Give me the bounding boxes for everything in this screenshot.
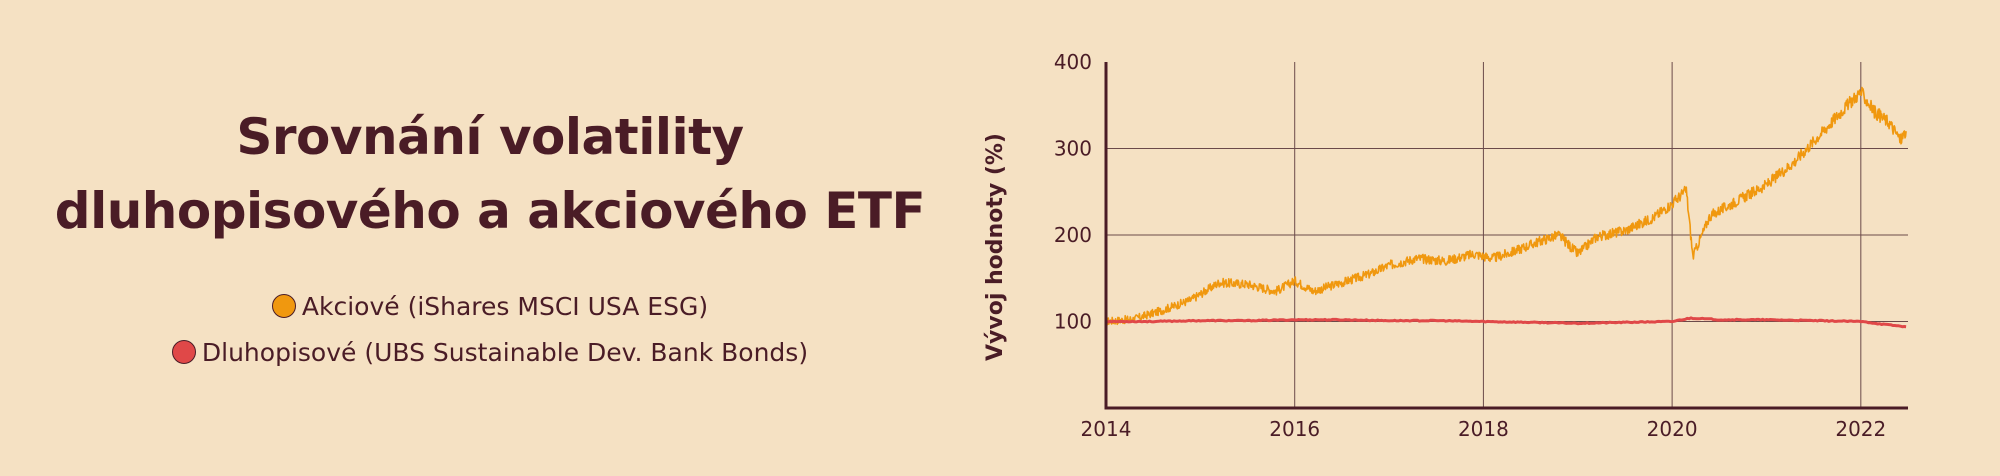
x-tick-label-2022: 2022 xyxy=(1835,417,1886,441)
grid-layer xyxy=(1106,62,1908,408)
chart-title-line-1: Srovnání volatility xyxy=(236,108,744,166)
label-layer: 2014 2016 2018 2020 2022 100 200 300 400 xyxy=(1054,50,1886,441)
y-tick-label-400: 400 xyxy=(1054,50,1092,74)
x-tick-label-2018: 2018 xyxy=(1458,417,1509,441)
axis-layer xyxy=(1104,62,1908,410)
legend-item-dluhopisove: Dluhopisové (UBS Sustainable Dev. Bank B… xyxy=(0,329,980,375)
x-tick-label-2020: 2020 xyxy=(1647,417,1698,441)
series-line-akciove xyxy=(1105,86,1907,326)
x-tick-label-2016: 2016 xyxy=(1269,417,1320,441)
legend-marker-dluhopisove xyxy=(171,340,196,364)
chart-title: Srovnání volatility dluhopisového a akci… xyxy=(0,100,980,248)
y-tick-label-200: 200 xyxy=(1054,223,1092,247)
legend-marker-akciove xyxy=(271,294,296,318)
legend-label-dluhopisove: Dluhopisové (UBS Sustainable Dev. Bank B… xyxy=(201,337,809,367)
chart-legend: Akciové (iShares MSCI USA ESG) Dluhopiso… xyxy=(0,283,980,375)
x-tick-label-2014: 2014 xyxy=(1081,417,1132,441)
chart-title-line-2: dluhopisového a akciového ETF xyxy=(54,182,926,240)
y-tick-label-300: 300 xyxy=(1054,137,1092,161)
y-axis-label: Vývoj hodnoty (%) xyxy=(983,133,1008,361)
y-tick-label-100: 100 xyxy=(1054,310,1092,334)
series-layer xyxy=(1105,86,1907,329)
legend-label-akciove: Akciové (iShares MSCI USA ESG) xyxy=(301,291,709,321)
line-chart: 2014 2016 2018 2020 2022 100 200 300 400 Vývoj h… xyxy=(983,50,1908,441)
legend-item-akciove: Akciové (iShares MSCI USA ESG) xyxy=(0,283,980,329)
series-line-dluhopisove xyxy=(1105,316,1907,329)
